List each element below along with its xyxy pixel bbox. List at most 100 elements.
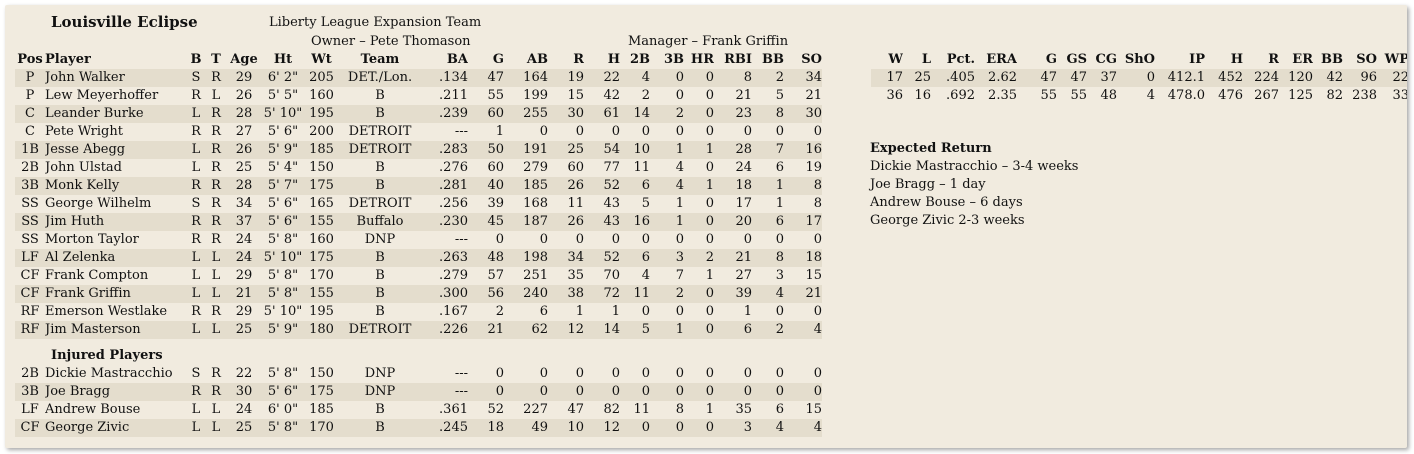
table-cell: L	[187, 321, 205, 339]
column-header: Wt	[311, 52, 332, 67]
table-cell: 0	[705, 304, 714, 319]
table-cell: 45	[468, 213, 504, 231]
table-cell: 12	[548, 321, 584, 339]
table-cell: 4	[784, 321, 822, 339]
table-cell: 452	[1205, 69, 1243, 87]
table-cell: 5' 8"	[267, 366, 299, 381]
table-cell: 17	[735, 196, 752, 211]
player-row: C Leander Burke L R 28 5' 10" 195 B .239 60 255 30 6…	[15, 105, 822, 123]
pitcher-row: 36 16 .692 2.35 55 55 48 4 478.0 476 267 125 82 238 33	[871, 87, 1407, 105]
table-cell: 15	[805, 268, 822, 283]
table-cell: 6	[775, 160, 784, 175]
table-cell: 5' 9"	[261, 141, 305, 159]
table-cell: 1	[650, 213, 684, 231]
table-cell: C	[15, 105, 45, 123]
table-cell: 0	[743, 366, 752, 381]
table-cell: 10	[620, 141, 650, 159]
table-cell: 18	[784, 249, 822, 267]
table-cell: 164	[504, 69, 548, 87]
table-cell: 26	[548, 177, 584, 195]
table-cell: 52	[584, 177, 620, 195]
table-cell: 240	[504, 285, 548, 303]
table-cell: 21	[468, 321, 504, 339]
table-cell: 29	[227, 69, 261, 87]
table-cell: Jim Huth	[45, 213, 187, 231]
table-cell: 187	[504, 213, 548, 231]
table-cell: L	[211, 88, 221, 103]
table-cell: .276	[439, 160, 468, 175]
table-cell: 25	[903, 69, 931, 87]
table-cell: 35	[567, 268, 584, 283]
table-cell: 20	[714, 213, 752, 231]
table-cell: S	[191, 366, 201, 381]
table-cell: R	[205, 177, 227, 195]
table-cell: 29	[235, 304, 253, 319]
table-cell: 25	[227, 419, 261, 437]
column-header: 3B	[663, 52, 684, 67]
table-cell: 168	[523, 196, 548, 211]
table-cell: Leander Burke	[45, 105, 187, 123]
table-cell: 24	[235, 402, 253, 417]
table-cell: 0	[641, 304, 650, 319]
table-cell: LF	[21, 402, 39, 417]
table-cell: 10	[548, 419, 584, 437]
table-cell: 56	[468, 285, 504, 303]
column-header: G	[1045, 52, 1057, 67]
table-cell: 6	[620, 249, 650, 267]
expected-return-item: Dickie Mastracchio – 3-4 weeks	[870, 159, 1079, 174]
batting-table: Pos Player B T Age Ht Wt Team BA G AB R H 2B 3B HR RBI BB…	[15, 51, 822, 339]
table-cell: 185	[309, 402, 334, 417]
table-cell: SS	[15, 213, 45, 231]
table-cell: 5' 7"	[261, 177, 305, 195]
table-cell: 7	[675, 268, 684, 283]
injured-title: Injured Players	[51, 348, 163, 363]
table-cell: 22	[1377, 69, 1407, 87]
table-cell: Emerson Westlake	[45, 304, 168, 319]
table-cell: .692	[946, 88, 975, 103]
table-cell: 28	[227, 105, 261, 123]
table-cell: 24	[735, 160, 752, 175]
table-cell: 70	[603, 268, 620, 283]
table-cell: 238	[1352, 88, 1377, 103]
table-cell: George Zivic	[45, 419, 187, 437]
table-cell: S	[187, 69, 205, 87]
table-cell: 5	[775, 88, 784, 103]
table-cell: 1	[775, 196, 784, 211]
table-cell: 0	[539, 124, 548, 139]
column-header: SO	[1356, 52, 1377, 67]
table-cell: B	[338, 249, 422, 267]
league-line: Liberty League Expansion Team	[269, 15, 482, 30]
table-cell: DETROIT	[348, 124, 412, 139]
table-cell: 35	[735, 402, 752, 417]
table-cell: 21	[227, 285, 261, 303]
table-cell: B	[375, 88, 385, 103]
table-cell: 21	[735, 88, 752, 103]
column-header: RBI	[724, 52, 752, 67]
table-cell: 0	[705, 196, 714, 211]
manager-line: Manager – Frank Griffin	[628, 34, 789, 49]
table-cell: 2B	[21, 366, 39, 381]
table-cell: 26	[227, 141, 261, 159]
table-cell: John Walker	[45, 69, 187, 87]
table-cell: 52	[584, 249, 620, 267]
table-cell: 38	[548, 285, 584, 303]
column-header: R	[573, 52, 584, 67]
table-cell: 52	[487, 402, 504, 417]
table-cell: 175	[305, 249, 338, 267]
table-cell: R	[205, 105, 227, 123]
table-cell: 199	[523, 88, 548, 103]
table-cell: George Wilhelm	[45, 196, 152, 211]
table-cell: 39	[714, 285, 752, 303]
batting-header-row: Pos Player B T Age Ht Wt Team BA G AB R H 2B 3B HR RBI BB…	[15, 51, 822, 69]
table-cell: 29	[235, 268, 253, 283]
table-cell: 50	[468, 141, 504, 159]
table-cell: L	[211, 402, 221, 417]
table-cell: 120	[1279, 69, 1313, 87]
table-cell: 0	[684, 213, 714, 231]
table-cell: 1	[684, 141, 714, 159]
table-cell: B	[375, 160, 385, 175]
column-header: BA	[446, 52, 468, 67]
table-cell: L	[187, 141, 205, 159]
table-cell: 25	[548, 141, 584, 159]
table-cell: L	[205, 285, 227, 303]
